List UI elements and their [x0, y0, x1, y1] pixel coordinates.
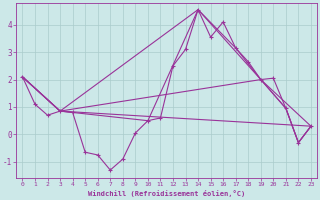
- X-axis label: Windchill (Refroidissement éolien,°C): Windchill (Refroidissement éolien,°C): [88, 190, 245, 197]
